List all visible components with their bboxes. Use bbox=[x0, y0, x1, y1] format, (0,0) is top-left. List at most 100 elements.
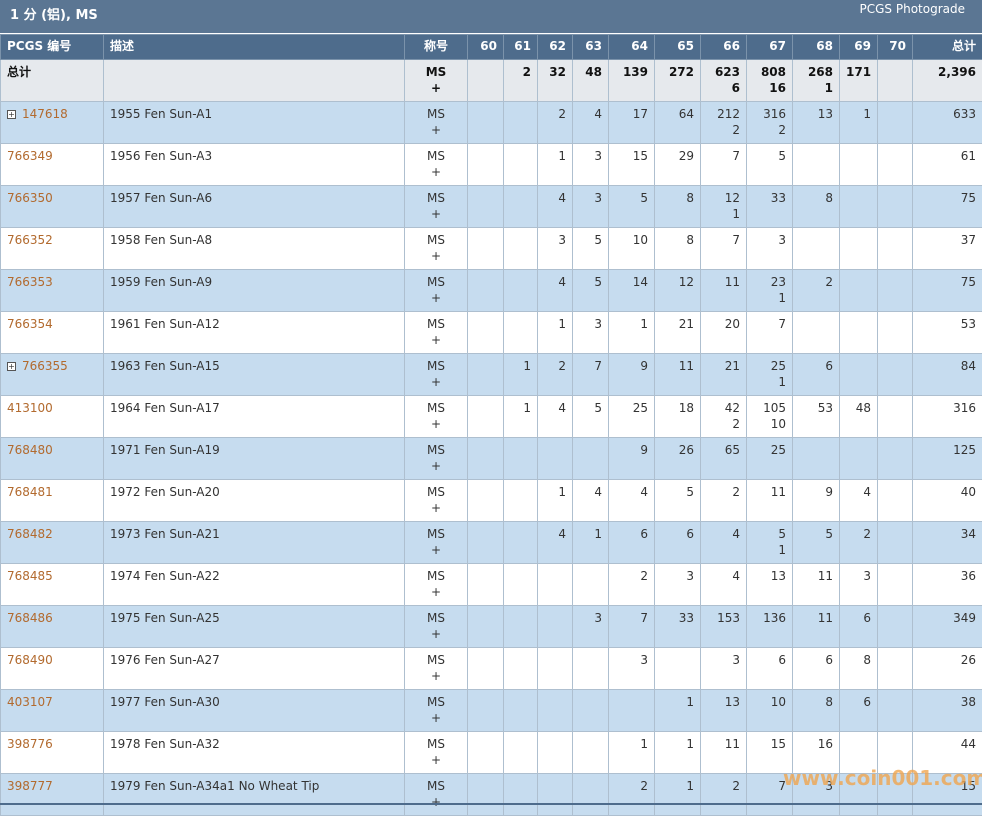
grade-count-cell: 272 bbox=[655, 60, 701, 102]
plus-designation: + bbox=[411, 80, 461, 96]
col-header-grade[interactable]: 67 bbox=[747, 35, 793, 60]
grade-count-cell bbox=[504, 564, 538, 606]
pcgs-number-link[interactable]: 766353 bbox=[7, 275, 53, 289]
expand-icon[interactable]: + bbox=[7, 110, 16, 119]
grade-count: 2 bbox=[615, 568, 648, 584]
col-header-grade[interactable]: 61 bbox=[504, 35, 538, 60]
row-total-cell: 38 bbox=[913, 690, 982, 732]
grade-count: 7 bbox=[707, 148, 740, 164]
grade-count: 5 bbox=[579, 232, 602, 248]
designation-label: MS bbox=[411, 64, 461, 80]
designation-cell: MS+ bbox=[405, 732, 468, 774]
grade-count: 623 bbox=[707, 64, 740, 80]
grade-count-cell bbox=[840, 354, 878, 396]
pcgs-number-link[interactable]: 768480 bbox=[7, 443, 53, 457]
designation-label: MS bbox=[411, 442, 461, 458]
grade-count: 25 bbox=[753, 442, 786, 458]
grade-count-cell: 1 bbox=[573, 522, 609, 564]
col-header-total[interactable]: 总计 bbox=[913, 35, 982, 60]
col-header-grade[interactable]: 68 bbox=[793, 35, 840, 60]
grade-count-cell: 8 bbox=[655, 228, 701, 270]
grade-count-cell bbox=[468, 186, 504, 228]
designation-cell: MS+ bbox=[405, 690, 468, 732]
pcgs-number-link[interactable]: 147618 bbox=[22, 107, 68, 121]
grade-count: 9 bbox=[615, 358, 648, 374]
grade-count-cell: 18 bbox=[655, 396, 701, 438]
grade-count-cell: 10 bbox=[609, 228, 655, 270]
grade-count: 1 bbox=[544, 148, 566, 164]
pcgs-number-link[interactable]: 398776 bbox=[7, 737, 53, 751]
pcgs-number-link[interactable]: 768486 bbox=[7, 611, 53, 625]
grade-count: 1 bbox=[579, 526, 602, 542]
plus-designation: + bbox=[411, 290, 461, 306]
plus-designation: + bbox=[411, 248, 461, 264]
col-header-grade[interactable]: 64 bbox=[609, 35, 655, 60]
pcgs-number-link[interactable]: 398777 bbox=[7, 779, 53, 793]
col-header-grade[interactable]: 70 bbox=[878, 35, 913, 60]
designation-label: MS bbox=[411, 148, 461, 164]
pcgs-number-link[interactable]: 768490 bbox=[7, 653, 53, 667]
grade-count-cell bbox=[840, 228, 878, 270]
description-cell: 1971 Fen Sun-A19 bbox=[104, 438, 405, 480]
grade-count: 6 bbox=[799, 652, 833, 668]
grade-count: 15 bbox=[753, 736, 786, 752]
grade-count-cell: 53 bbox=[793, 396, 840, 438]
row-total-cell: 316 bbox=[913, 396, 982, 438]
photograde-link[interactable]: PCGS Photograde bbox=[860, 2, 965, 16]
pcgs-number-link[interactable]: 768485 bbox=[7, 569, 53, 583]
col-header-designation[interactable]: 称号 bbox=[405, 35, 468, 60]
grade-count-cell: 2 bbox=[609, 774, 655, 816]
grade-count-cell: 4 bbox=[538, 396, 573, 438]
grade-count-cell: 6 bbox=[840, 606, 878, 648]
grade-count-cell bbox=[878, 270, 913, 312]
grade-count: 6 bbox=[753, 652, 786, 668]
col-header-grade[interactable]: 69 bbox=[840, 35, 878, 60]
grade-count-cell: 17 bbox=[609, 102, 655, 144]
grade-count-cell: 4 bbox=[573, 480, 609, 522]
pcgs-number-link[interactable]: 766355 bbox=[22, 359, 68, 373]
pcgs-number-cell: 413100 bbox=[1, 396, 104, 438]
description-cell: 1961 Fen Sun-A12 bbox=[104, 312, 405, 354]
grade-count-cell: 139 bbox=[609, 60, 655, 102]
grade-count-cell bbox=[538, 774, 573, 816]
grade-count-cell: 33 bbox=[747, 186, 793, 228]
expand-icon[interactable]: + bbox=[7, 362, 16, 371]
pcgs-number-link[interactable]: 413100 bbox=[7, 401, 53, 415]
col-header-grade[interactable]: 63 bbox=[573, 35, 609, 60]
pcgs-number-link[interactable]: 768481 bbox=[7, 485, 53, 499]
pcgs-number-cell: 766353 bbox=[1, 270, 104, 312]
grade-count-cell: 5 bbox=[747, 144, 793, 186]
grade-count-cell: 3 bbox=[573, 606, 609, 648]
pcgs-number-link[interactable]: 768482 bbox=[7, 527, 53, 541]
grade-count-cell bbox=[504, 228, 538, 270]
grade-count: 11 bbox=[707, 274, 740, 290]
grade-count: 13 bbox=[753, 568, 786, 584]
grade-count-cell: 6 bbox=[793, 648, 840, 690]
col-header-grade[interactable]: 62 bbox=[538, 35, 573, 60]
pcgs-number-link[interactable]: 766354 bbox=[7, 317, 53, 331]
col-header-grade[interactable]: 65 bbox=[655, 35, 701, 60]
col-header-description[interactable]: 描述 bbox=[104, 35, 405, 60]
pcgs-number-link[interactable]: 766352 bbox=[7, 233, 53, 247]
pcgs-number-link[interactable]: 766350 bbox=[7, 191, 53, 205]
grade-count-cell: 13 bbox=[701, 690, 747, 732]
pcgs-number-link[interactable]: 403107 bbox=[7, 695, 53, 709]
grade-count: 808 bbox=[753, 64, 786, 80]
grade-count: 3 bbox=[846, 568, 871, 584]
pcgs-number-link[interactable]: 766349 bbox=[7, 149, 53, 163]
col-header-grade[interactable]: 66 bbox=[701, 35, 747, 60]
grade-count: 4 bbox=[707, 526, 740, 542]
col-header-pcgs-no[interactable]: PCGS 编号 bbox=[1, 35, 104, 60]
grade-count-cell bbox=[504, 480, 538, 522]
grade-count-cell: 11 bbox=[793, 564, 840, 606]
col-header-grade[interactable]: 60 bbox=[468, 35, 504, 60]
designation-cell: MS+ bbox=[405, 396, 468, 438]
grade-count-cell bbox=[504, 648, 538, 690]
grade-count-cell bbox=[793, 312, 840, 354]
grade-plus-count: 10 bbox=[753, 416, 786, 432]
grade-count-cell bbox=[878, 102, 913, 144]
